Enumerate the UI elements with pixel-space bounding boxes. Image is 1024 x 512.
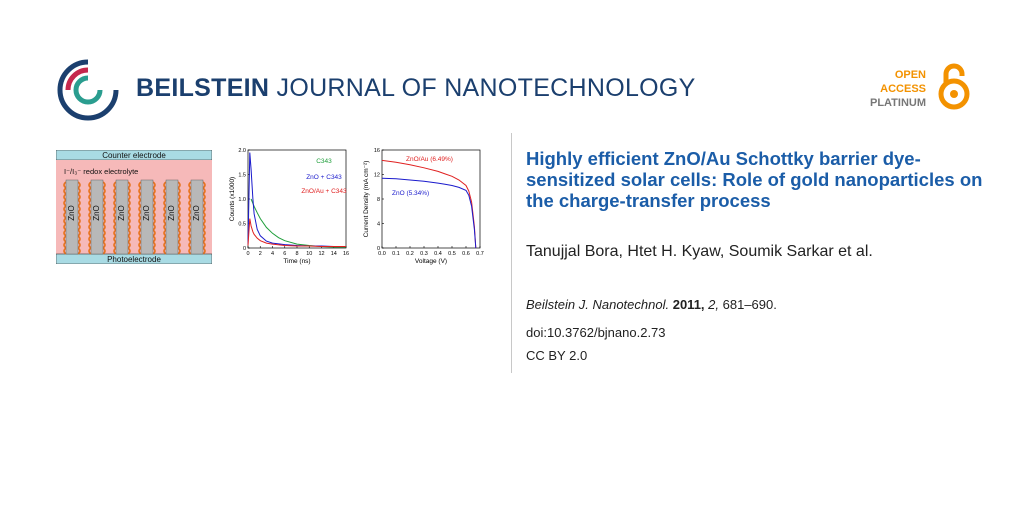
x-tick-label: 14 [331, 251, 337, 257]
citation-journal: Beilstein J. Nanotechnol. [526, 297, 670, 312]
journal-title-bold: BEILSTEIN [136, 74, 270, 102]
zno-rod-label: ZnO [117, 205, 126, 221]
open-access-line1: OPEN [894, 69, 927, 81]
x-tick-label: 0.2 [406, 251, 414, 257]
open-access-line2: ACCESS [880, 83, 927, 95]
x-tick-label: 16 [343, 251, 349, 257]
x-tick-label: 12 [318, 251, 324, 257]
y-tick-label: 4 [377, 222, 380, 228]
x-tick-label: 10 [306, 251, 312, 257]
au-nanoparticles [163, 181, 181, 255]
counter-electrode-label: Counter electrode [102, 151, 166, 160]
y-tick-label: 1.0 [238, 197, 246, 203]
y-tick-label: 0.5 [238, 222, 246, 228]
electrolyte-label: I⁻/I₃⁻ redox electrolyte [64, 167, 138, 176]
y-tick-label: 0 [377, 246, 380, 252]
open-lock-icon [938, 63, 970, 110]
journal-logo [57, 59, 119, 121]
cell-schematic: Counter electrode I⁻/I₃⁻ redox electroly… [56, 150, 212, 264]
y-tick-label: 12 [374, 173, 380, 179]
y-tick-label: 2.0 [238, 148, 246, 154]
article-license[interactable]: CC BY 2.0 [526, 348, 588, 363]
jv-chart: 0.0 0.1 0.2 0.3 0.4 0.5 0.6 0.7 0 4 8 12 16 Voltage (… [363, 148, 484, 265]
zno-rod-label: ZnO [142, 205, 151, 221]
legend-entry: ZnO + C343 [306, 174, 342, 181]
citation-year: 2011, [672, 297, 705, 312]
open-access-badge[interactable]: OPEN ACCESS PLATINUM [870, 68, 926, 110]
decay-chart: 0 2 4 6 8 10 12 14 16 0 0.5 1.0 1.5 2.0 Time (ns) Count… [229, 148, 349, 265]
x-tick-label: 0.1 [392, 251, 400, 257]
au-nanoparticles [63, 181, 81, 255]
legend-entry: ZnO (5.34%) [392, 190, 429, 197]
x-tick-label: 0.0 [378, 251, 386, 257]
journal-title[interactable]: BEILSTEIN JOURNAL OF NANOTECHNOLOGY [136, 74, 696, 103]
x-tick-label: 6 [283, 251, 286, 257]
zno-rod-label: ZnO [192, 205, 201, 221]
x-tick-label: 2 [259, 251, 262, 257]
zno-rod [165, 179, 179, 255]
series-line [247, 152, 346, 247]
zno-rod-label: ZnO [92, 205, 101, 221]
y-tick-label: 1.5 [238, 173, 246, 179]
zno-rod [65, 179, 79, 255]
x-tick-label: 0.3 [420, 251, 428, 257]
x-tick-label: 0.6 [462, 251, 470, 257]
zno-rod [115, 179, 129, 255]
zno-rod [140, 179, 154, 255]
series-line [381, 159, 477, 249]
zno-rod [190, 179, 204, 255]
citation-pages: 681–690. [722, 297, 777, 312]
y-tick-label: 16 [374, 148, 380, 154]
y-tick-label: 8 [377, 197, 380, 203]
zno-rod [90, 179, 104, 255]
article-title[interactable]: Highly efficient ZnO/Au Schottky barrier… [526, 148, 983, 211]
x-tick-label: 0.7 [476, 251, 484, 257]
vertical-divider [511, 133, 512, 373]
series-line [247, 218, 346, 247]
y-axis-label: Counts (x1000) [229, 177, 236, 221]
x-tick-label: 8 [295, 251, 298, 257]
au-nanoparticles [138, 181, 156, 255]
zno-rod-label: ZnO [167, 205, 176, 221]
x-tick-label: 4 [271, 251, 274, 257]
series-line [381, 177, 477, 249]
au-nanoparticles [88, 181, 106, 255]
x-tick-label: 0.5 [448, 251, 456, 257]
au-nanoparticles [113, 181, 131, 255]
x-tick-label: 0 [246, 251, 249, 257]
article-doi[interactable]: doi:10.3762/bjnano.2.73 [526, 325, 666, 340]
legend-entry: ZnO/Au + C343 [301, 188, 347, 195]
photoelectrode-label: Photoelectrode [107, 255, 161, 264]
plot-frame [381, 149, 481, 249]
zno-rod-label: ZnO [67, 205, 76, 221]
article-citation: Beilstein J. Nanotechnol. 2011, 2, 681–6… [526, 297, 777, 312]
x-axis-label: Voltage (V) [415, 258, 447, 265]
au-nanoparticles [188, 181, 206, 255]
article-authors: Tanujjal Bora, Htet H. Kyaw, Soumik Sark… [526, 243, 873, 260]
journal-title-rest: JOURNAL OF NANOTECHNOLOGY [276, 74, 696, 102]
legend-entry: ZnO/Au (6.49%) [406, 156, 453, 163]
open-access-line3: PLATINUM [870, 97, 927, 109]
x-axis-label: Time (ns) [283, 258, 310, 265]
y-axis-label: Current Density (mA cm⁻²) [363, 161, 370, 238]
legend-entry: C343 [316, 158, 332, 165]
y-tick-label: 0 [243, 246, 246, 252]
citation-volume: 2, [708, 297, 720, 312]
x-tick-label: 0.4 [434, 251, 442, 257]
